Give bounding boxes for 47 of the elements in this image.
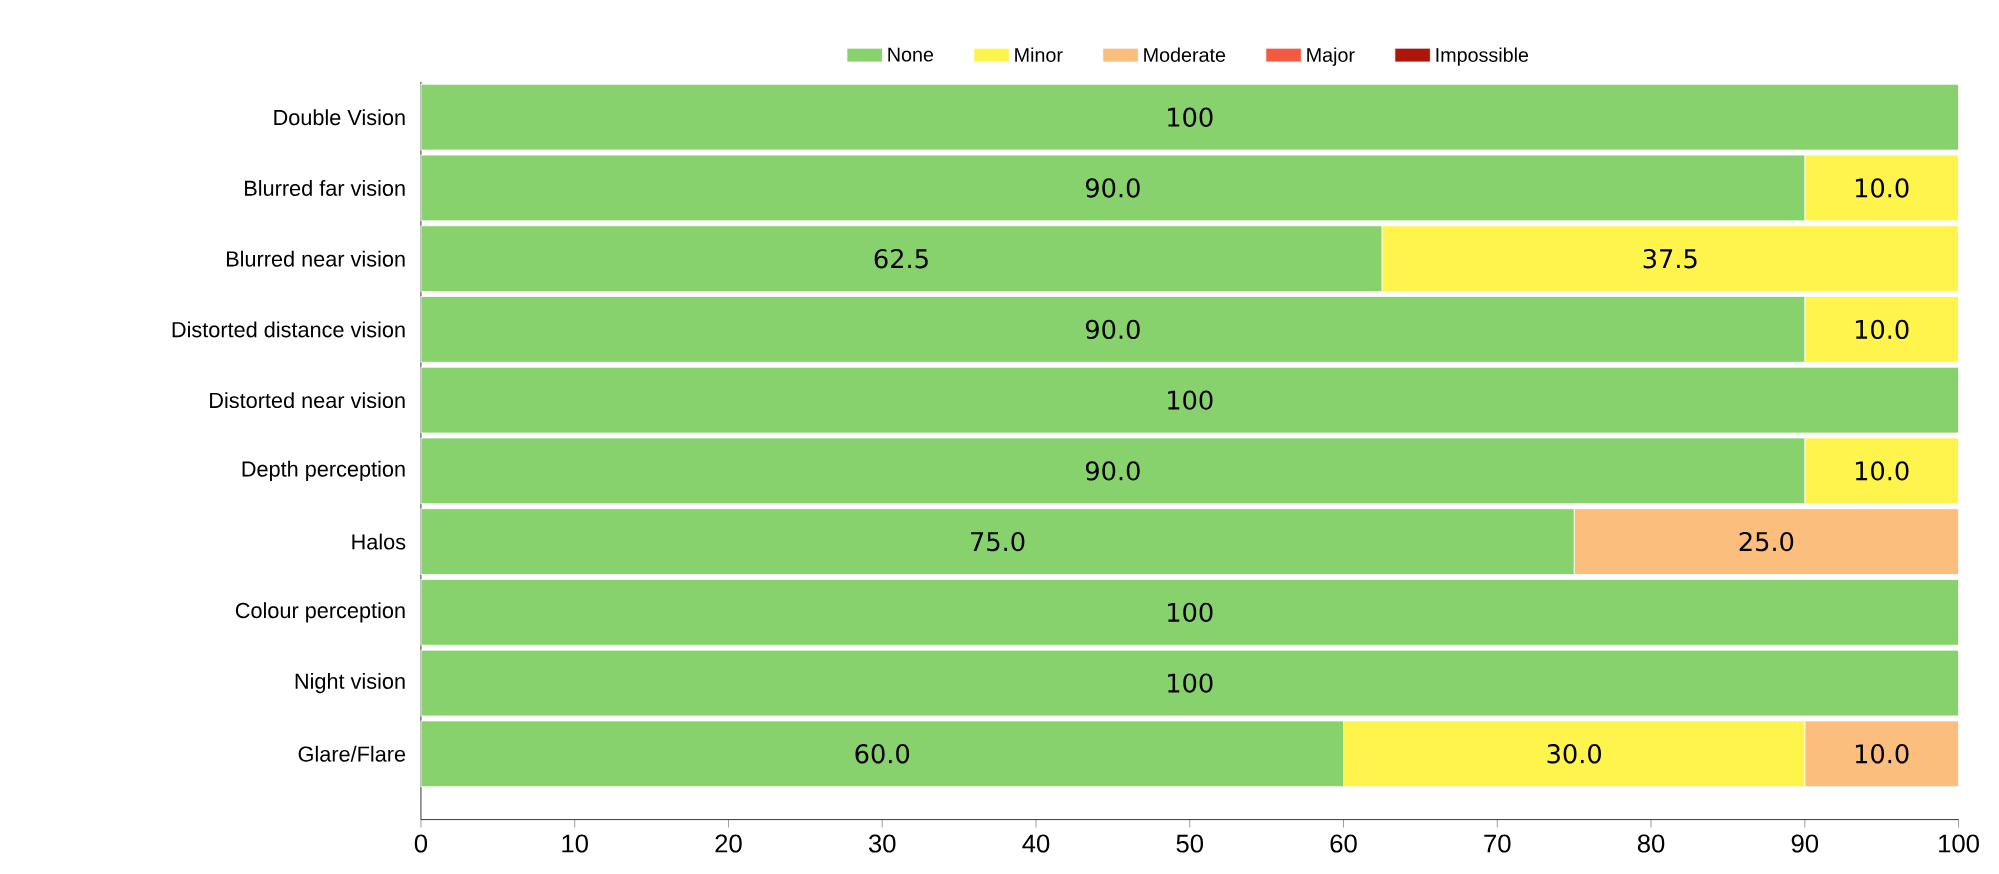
bar (420, 649, 1959, 717)
data-label: 30.0 (1547, 744, 1601, 764)
data-label: 37.5 (1643, 249, 1697, 269)
legend-label: Minor (1015, 47, 1063, 63)
data-label: 90.0 (1085, 461, 1140, 481)
legend-label: Moderate (1144, 47, 1226, 63)
y-tick-label: Depth perception (242, 460, 405, 482)
x-tick-label: 90 (1791, 834, 1819, 853)
legend-label: Impossible (1436, 47, 1529, 66)
x-tick-label: 80 (1637, 834, 1665, 853)
x-tick-label: 60 (1330, 834, 1357, 853)
data-label: 25.0 (1739, 531, 1794, 552)
x-tick-label: 70 (1484, 834, 1511, 853)
data-label: 10.0 (1855, 319, 1909, 340)
y-tick-label: Double Vision (274, 109, 405, 126)
data-label: 100 (1168, 390, 1213, 410)
y-tick-label: Halos (352, 533, 406, 550)
data-label: 90.0 (1085, 319, 1140, 340)
data-label: 10.0 (1855, 461, 1909, 481)
x-tick-label: 0 (414, 834, 428, 853)
y-tick-label: Night vision (295, 673, 405, 694)
bar (420, 579, 1959, 646)
y-tick-label: Blurred near vision (226, 250, 405, 267)
x-tick-label: 30 (868, 834, 896, 853)
data-label: 62.5 (874, 249, 928, 269)
legend-label: Major (1307, 47, 1355, 66)
data-label: 100 (1168, 673, 1213, 693)
y-tick-label: Glare/Flare (298, 745, 406, 762)
y-tick-label: Blurred far vision (245, 180, 405, 196)
data-label: 10.0 (1855, 178, 1909, 198)
data-label: 10.0 (1855, 744, 1909, 764)
data-label: 100 (1168, 107, 1213, 127)
x-tick-label: 10 (562, 834, 588, 853)
x-tick-label: 40 (1022, 834, 1050, 853)
data-label: 100 (1168, 602, 1213, 623)
data-label: 60.0 (855, 744, 910, 764)
legend-label: None (888, 47, 934, 62)
y-tick-label: Distorted distance vision (172, 321, 405, 338)
y-tick-label: Distorted near vision (210, 392, 405, 409)
x-tick-label: 100 (1939, 834, 1979, 853)
bar (420, 84, 1959, 151)
x-tick-label: 20 (715, 834, 742, 853)
y-tick-label: Colour perception (235, 602, 405, 623)
data-label: 75.0 (971, 531, 1025, 552)
bar (420, 366, 1959, 434)
x-tick-label: 50 (1176, 834, 1204, 853)
data-label: 90.0 (1085, 178, 1140, 198)
